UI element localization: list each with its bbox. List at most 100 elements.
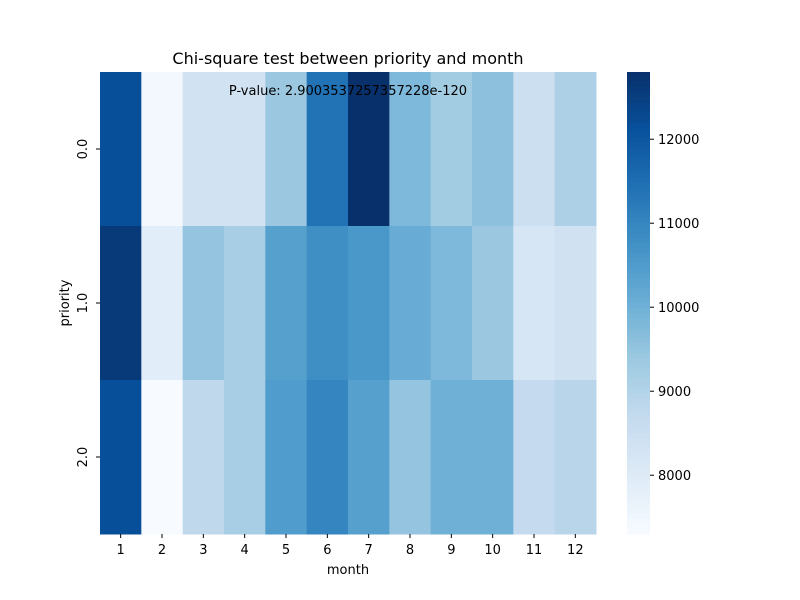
colorbar-segment	[627, 313, 650, 319]
x-tick-label: 5	[282, 543, 290, 558]
colorbar-segment	[627, 473, 650, 480]
x-tick-label: 6	[323, 543, 331, 558]
colorbar-segment	[627, 272, 650, 279]
colorbar-segment	[627, 247, 650, 254]
heatmap-cell	[265, 226, 308, 381]
heatmap-cell	[513, 380, 556, 535]
colorbar-tick-label: 8000	[658, 469, 691, 484]
colorbar-segment	[627, 222, 650, 229]
colorbar-segment	[627, 277, 650, 284]
heatmap-cell	[389, 380, 432, 535]
x-tick-label: 10	[484, 543, 501, 558]
heatmap-cell	[554, 226, 597, 381]
heatmap-cell	[265, 72, 308, 227]
x-axis-ticks: 1 2 3 4 5 6 7 8 9 10 11 12	[117, 534, 584, 558]
heatmap-cell	[141, 380, 184, 535]
colorbar-segment	[627, 202, 650, 209]
colorbar-segment	[627, 498, 650, 505]
colorbar-segment	[627, 187, 650, 194]
colorbar-segment	[627, 523, 650, 530]
heatmap-cell	[141, 226, 184, 381]
colorbar-segment	[627, 242, 650, 249]
colorbar-segment	[627, 328, 650, 334]
x-tick-label: 7	[365, 543, 373, 558]
colorbar-segment	[627, 157, 650, 163]
colorbar-segment	[627, 162, 650, 169]
heatmap-cell	[348, 72, 390, 227]
colorbar-segment	[627, 318, 650, 324]
heatmap-cell	[472, 72, 514, 227]
colorbar-segment	[627, 433, 650, 440]
colorbar-segment	[627, 87, 650, 93]
x-tick-label: 1	[117, 543, 125, 558]
colorbar-segment	[627, 192, 650, 199]
heatmap-cells	[100, 72, 597, 535]
heatmap-cell	[100, 380, 142, 535]
heatmap-cell	[224, 380, 266, 535]
colorbar-tick-label: 9000	[658, 385, 691, 400]
colorbar-segment	[627, 142, 650, 148]
heatmap-cell	[100, 72, 142, 227]
colorbar-segment	[627, 443, 650, 450]
heatmap-cell	[306, 380, 349, 535]
colorbar-segment	[627, 513, 650, 520]
colorbar-segment	[627, 398, 650, 405]
colorbar-segment	[627, 117, 650, 123]
colorbar-segment	[627, 518, 650, 525]
heatmap-cell	[513, 72, 556, 227]
colorbar-segment	[627, 212, 650, 219]
colorbar-segment	[627, 287, 650, 294]
colorbar-segment	[627, 177, 650, 184]
colorbar-segment	[627, 388, 650, 394]
colorbar-segment	[627, 197, 650, 204]
colorbar-segment	[627, 418, 650, 425]
heatmap-cell	[141, 72, 184, 227]
colorbar-segment	[627, 252, 650, 259]
colorbar-segment	[627, 112, 650, 118]
chart-title: Chi-square test between priority and mon…	[172, 49, 523, 68]
colorbar-segment	[627, 348, 650, 354]
colorbar-segment	[627, 413, 650, 420]
colorbar-segment	[627, 368, 650, 374]
colorbar-segment	[627, 97, 650, 103]
colorbar-segment	[627, 172, 650, 179]
colorbar-segment	[627, 458, 650, 465]
colorbar-segment	[627, 147, 650, 153]
y-tick-label: 2.0	[76, 447, 91, 468]
colorbar-segment	[627, 353, 650, 359]
colorbar-segment	[627, 383, 650, 389]
heatmap-cell	[306, 226, 349, 381]
heatmap-cell	[265, 380, 308, 535]
colorbar-tick-label: 12000	[658, 133, 699, 148]
colorbar-segment	[627, 237, 650, 244]
heatmap-cell	[430, 72, 473, 227]
colorbar-segment	[627, 463, 650, 470]
colorbar-segment	[627, 303, 650, 309]
heatmap-cell	[182, 380, 225, 535]
heatmap-cell	[348, 380, 390, 535]
x-tick-label: 12	[567, 543, 584, 558]
colorbar-segment	[627, 262, 650, 269]
heatmap-cell	[224, 226, 266, 381]
x-tick-label: 3	[199, 543, 207, 558]
colorbar-tick-label: 10000	[658, 301, 699, 316]
colorbar-segment	[627, 393, 650, 400]
colorbar-segment	[627, 338, 650, 344]
colorbar-segment	[627, 127, 650, 133]
colorbar-segment	[627, 323, 650, 329]
colorbar-segment	[627, 217, 650, 224]
heatmap-cell	[100, 226, 142, 381]
colorbar-segment	[627, 438, 650, 445]
heatmap-cell	[513, 226, 556, 381]
colorbar-segment	[627, 282, 650, 289]
heatmap-cell	[430, 226, 473, 381]
colorbar-segment	[627, 297, 650, 304]
colorbar-segment	[627, 292, 650, 299]
heatmap-cell	[389, 226, 432, 381]
y-axis-label: priority	[58, 279, 73, 326]
colorbar-segment	[627, 378, 650, 384]
heatmap-cell	[348, 226, 390, 381]
p-value-annotation: P-value: 2.9003537257357228e-120	[229, 84, 467, 99]
heatmap-cell	[554, 380, 597, 535]
